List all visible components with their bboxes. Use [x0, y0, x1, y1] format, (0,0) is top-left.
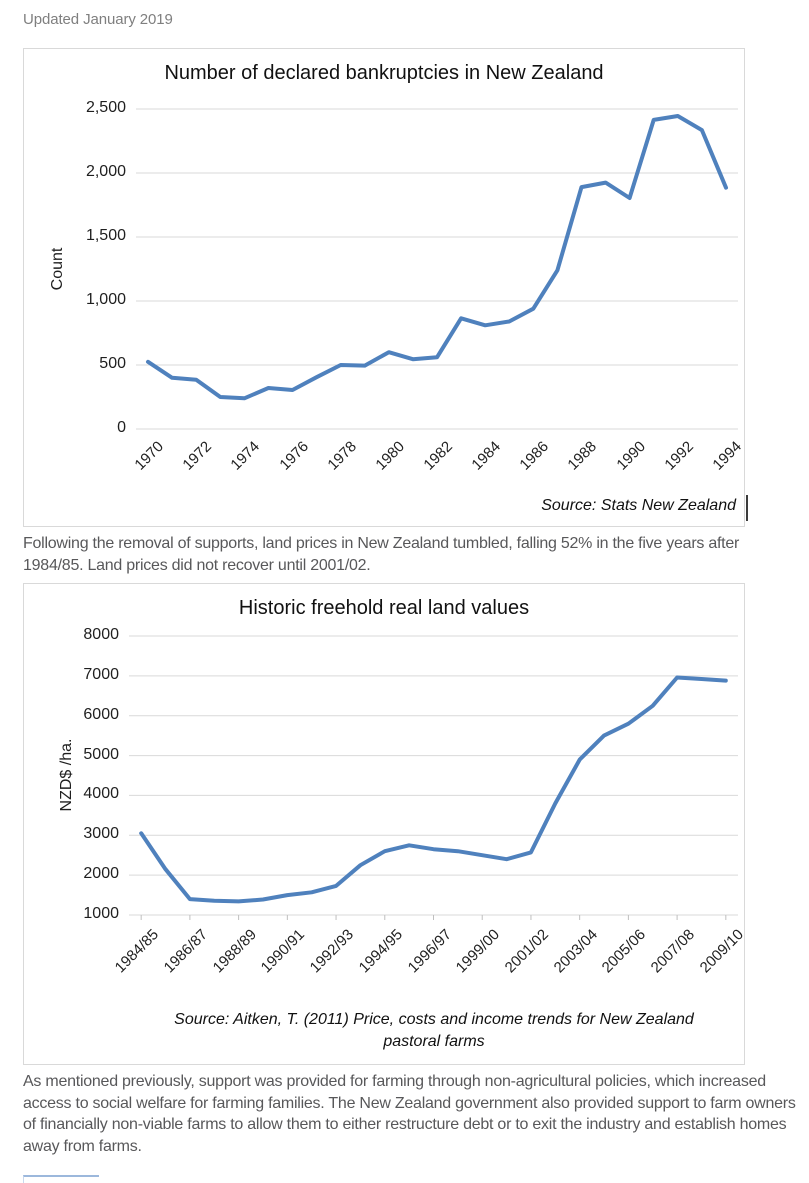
chart2-source-note: Source: Aitken, T. (2011) Price, costs a…	[174, 1011, 694, 1050]
y-tick-label: 1000	[83, 905, 119, 922]
land-values-chart: Historic freehold real land values NZD$ …	[23, 583, 747, 1065]
y-tick-label: 2,500	[85, 99, 126, 116]
y-tick-label: 6000	[83, 705, 119, 723]
y-tick-label: 2000	[83, 865, 119, 883]
chart1-source-note: Source: Stats New Zealand	[541, 497, 736, 514]
y-tick-label: 8000	[83, 626, 119, 643]
y-tick-label: 5000	[83, 745, 119, 763]
y-tick-label: 0	[117, 419, 126, 436]
chart2-title: Historic freehold real land values	[238, 597, 530, 619]
paragraph-land-prices: Following the removal of supports, land …	[23, 535, 740, 574]
chart2-line-plot	[129, 635, 738, 920]
paragraph-farming-support: As mentioned previously, support was pro…	[23, 1073, 796, 1155]
text-cursor	[746, 495, 748, 521]
y-tick-label: 7000	[83, 665, 119, 683]
y-tick-label: 2,000	[85, 163, 126, 180]
updated-label: Updated January 2019	[23, 11, 173, 28]
chart1-line-plot	[136, 108, 738, 430]
bankruptcies-chart: Number of declared bankruptcies in New Z…	[23, 48, 748, 527]
y-tick-label: 3000	[83, 825, 119, 843]
y-tick-label: 1,000	[85, 291, 126, 308]
y-tick-label: 4000	[83, 785, 119, 803]
partial-next-chart	[23, 1175, 99, 1183]
y-tick-label: 500	[99, 355, 126, 372]
y-tick-label: 1,500	[85, 227, 126, 244]
chart1-title: Number of declared bankruptcies in New Z…	[164, 62, 604, 84]
